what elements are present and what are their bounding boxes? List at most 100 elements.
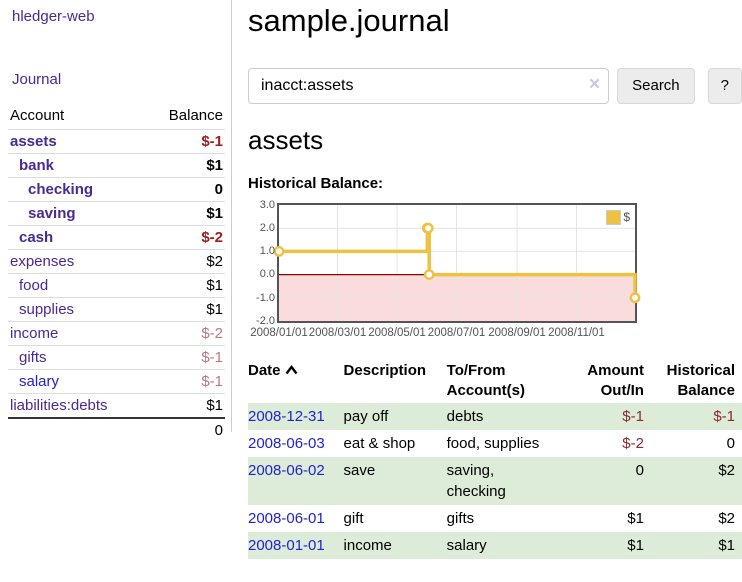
- y-axis-tick-label: 3.0: [259, 198, 275, 211]
- sidebar-account-balance: $1: [144, 297, 225, 322]
- sort-ascending-icon: [285, 364, 297, 374]
- chart-plot-area: $ 3.0 2.0 1.0 0.0 -1.0 -2.0 2008/01/01 2008/03/…: [250, 199, 641, 339]
- sidebar-account-balance: $-1: [144, 345, 225, 370]
- column-header-accounts: To/From Account(s): [446, 361, 525, 399]
- sidebar-account-row: expenses $2: [8, 249, 225, 274]
- register-date-link[interactable]: 2008-06-02: [248, 462, 325, 480]
- register-accounts: gifts: [446, 510, 475, 528]
- sidebar-total-row: 0: [8, 417, 225, 442]
- sidebar-account-link[interactable]: food: [19, 277, 49, 294]
- register-accounts: salary: [446, 537, 487, 555]
- register-date-link[interactable]: 2008-12-31: [248, 408, 325, 426]
- register-balance: $1: [718, 537, 735, 555]
- chart-title: Historical Balance:: [248, 174, 384, 192]
- register-description: pay off: [343, 408, 389, 426]
- sidebar-account-row: food $1: [8, 273, 225, 298]
- sidebar-accounts-table: Account Balance assets $-1 bank $1 check…: [8, 104, 225, 442]
- sidebar-account-link[interactable]: bank: [19, 157, 55, 174]
- register-amount: $-2: [622, 435, 644, 453]
- x-axis-tick-label: 2008/03/01: [308, 326, 367, 339]
- register-amount: $1: [627, 537, 644, 555]
- app-brand-link[interactable]: hledger-web: [12, 8, 95, 25]
- register-row: 2008-12-31 pay off debts $-1 $-1: [248, 403, 742, 431]
- column-header-date: Date: [248, 361, 281, 379]
- data-point-marker: [422, 222, 434, 234]
- sidebar-account-link[interactable]: checking: [28, 181, 94, 198]
- sidebar-account-link[interactable]: expenses: [10, 253, 75, 270]
- y-axis-tick-label: 1.0: [259, 245, 275, 258]
- page-title: sample.journal: [248, 3, 450, 38]
- register-balance: 0: [726, 435, 735, 453]
- search-form: × Search ?: [248, 67, 742, 104]
- main-content: sample.journal × Search ? assets Histori…: [248, 0, 742, 560]
- sidebar-account-balance: $-2: [144, 321, 225, 346]
- sidebar-account-balance: $1: [144, 273, 225, 298]
- register-row: 2008-06-02 save saving, checking 0 $2: [248, 457, 742, 506]
- register-description: eat & shop: [343, 435, 416, 453]
- sidebar-account-link[interactable]: saving: [28, 205, 76, 222]
- register-date-link[interactable]: 2008-06-03: [248, 435, 325, 453]
- sidebar-account-row: saving $1: [8, 201, 225, 226]
- register-amount: 0: [635, 462, 644, 480]
- sidebar-account-row: gifts $-1: [8, 345, 225, 370]
- register-description: save: [343, 462, 376, 480]
- register-description: gift: [343, 510, 364, 528]
- x-axis-tick-label: 2008/01/01: [250, 326, 308, 339]
- nav-journal-link[interactable]: Journal: [12, 71, 62, 88]
- search-input[interactable]: [248, 67, 610, 104]
- sidebar-account-balance: $1: [144, 201, 225, 226]
- sidebar-account-balance: 0: [144, 177, 225, 202]
- x-axis-tick-label: 2008/05/01: [368, 326, 426, 339]
- sidebar-account-link[interactable]: salary: [19, 373, 60, 390]
- sidebar-account-row: bank $1: [8, 153, 225, 178]
- register-description: income: [343, 537, 392, 555]
- register-amount: $-1: [622, 408, 644, 426]
- sidebar-account-balance: $-1: [144, 129, 225, 154]
- sidebar: hledger-web Journal Account Balance asse…: [0, 0, 232, 442]
- sidebar-account-link[interactable]: assets: [10, 133, 57, 150]
- register-balance: $2: [718, 510, 735, 528]
- sidebar-header-balance: Balance: [168, 107, 223, 124]
- sidebar-account-link[interactable]: income: [10, 325, 59, 342]
- register-date-link[interactable]: 2008-06-01: [248, 510, 325, 528]
- historical-balance-chart: $ 3.0 2.0 1.0 0.0 -1.0 -2.0 2008/01/01 2008/03/…: [248, 199, 742, 339]
- x-axis-tick-label: 2008/07/01: [427, 326, 486, 339]
- legend-swatch-icon: [606, 209, 622, 225]
- register-balance: $2: [718, 462, 735, 480]
- register-accounts: food, supplies: [446, 435, 540, 453]
- register-amount: $1: [627, 510, 644, 528]
- sidebar-account-link[interactable]: supplies: [19, 301, 75, 318]
- register-date-link[interactable]: 2008-01-01: [248, 537, 325, 555]
- sidebar-account-row: checking 0: [8, 177, 225, 202]
- x-axis-tick-label: 2008/11/01: [548, 326, 605, 339]
- register-row: 2008-06-01 gift gifts $1 $2: [248, 505, 742, 532]
- data-point-marker: [423, 268, 435, 280]
- search-button[interactable]: Search: [617, 67, 695, 104]
- sidebar-total-balance: 0: [144, 417, 225, 442]
- sidebar-account-balance: $-1: [144, 369, 225, 394]
- data-point-marker: [273, 245, 285, 257]
- sidebar-account-row: cash $-2: [8, 225, 225, 250]
- sidebar-account-balance: $1: [144, 153, 225, 178]
- sidebar-account-link[interactable]: gifts: [19, 349, 47, 366]
- register-row: 2008-06-03 eat & shop food, supplies $-2…: [248, 430, 742, 457]
- column-header-balance: Historical Balance: [666, 361, 735, 399]
- register-table: Date Description To/From Account(s) Amou…: [248, 359, 742, 560]
- sort-by-date-link[interactable]: Date: [248, 362, 298, 379]
- sidebar-account-balance: $-2: [144, 225, 225, 250]
- y-axis-tick-label: 2.0: [259, 221, 275, 234]
- sidebar-account-link[interactable]: cash: [19, 229, 54, 246]
- help-button[interactable]: ?: [707, 67, 742, 104]
- register-accounts: debts: [446, 408, 484, 426]
- data-point-marker: [629, 292, 641, 303]
- sidebar-account-row: supplies $1: [8, 297, 225, 322]
- sidebar-account-balance: $1: [144, 393, 225, 418]
- sidebar-account-link[interactable]: liabilities:debts: [10, 397, 108, 414]
- x-axis-tick-label: 2008/09/01: [488, 326, 546, 339]
- clear-search-icon[interactable]: ×: [589, 73, 601, 95]
- column-header-amount: Amount Out/In: [587, 361, 644, 399]
- column-header-description: Description: [343, 361, 427, 379]
- y-axis-tick-label: 0.0: [259, 268, 275, 281]
- sidebar-header-account: Account: [10, 107, 65, 124]
- sidebar-account-balance: $2: [144, 249, 225, 274]
